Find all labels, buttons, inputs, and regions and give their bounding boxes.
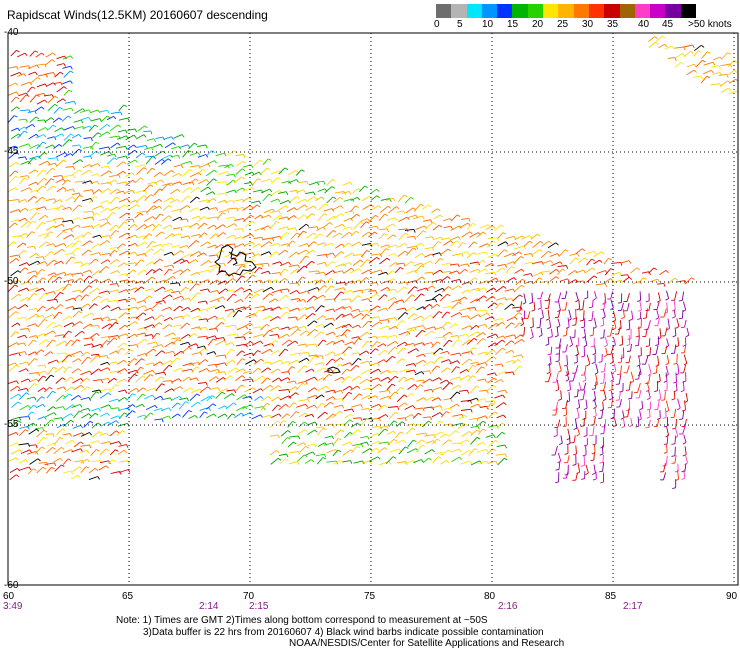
colorbar-label: 15 (507, 19, 519, 30)
colorbar-label: 10 (482, 19, 494, 30)
x-tick-label: 90 (726, 591, 738, 602)
note-line-2: 3)Data buffer is 22 hrs from 20160607 4)… (143, 627, 544, 638)
colorbar-swatch (619, 4, 635, 18)
map-title: Rapidscat Winds(12.5KM) 20160607 descend… (7, 8, 268, 22)
time-label: 2:14 (199, 601, 219, 612)
colorbar-swatch (436, 4, 452, 18)
colorbar-swatch (604, 4, 620, 18)
colorbar-swatch (665, 4, 681, 18)
x-tick-label: 70 (243, 591, 255, 602)
time-label: 2:16 (498, 601, 518, 612)
time-label: 2:17 (623, 601, 643, 612)
time-label: 3:49 (3, 601, 23, 612)
colorbar-label: 35 (607, 19, 619, 30)
colorbar-label: 5 (457, 19, 463, 30)
colorbar-label: 0 (434, 19, 440, 30)
colorbar-label: 45 (662, 19, 674, 30)
colorbar-label: 30 (582, 19, 594, 30)
colorbar-swatch (497, 4, 513, 18)
y-tick-label: -55 (4, 419, 19, 430)
colorbar-swatch (573, 4, 589, 18)
colorbar-swatch (650, 4, 666, 18)
y-tick-label: -50 (4, 276, 19, 287)
kerguelen-island (214, 244, 257, 277)
x-tick-label: 65 (122, 591, 134, 602)
wind-barbs (7, 35, 739, 490)
heard-island (327, 366, 341, 374)
colorbar-label: >50 knots (688, 19, 732, 30)
x-tick-label: 80 (484, 591, 496, 602)
colorbar-label: 40 (638, 19, 650, 30)
colorbar-swatch (481, 4, 498, 18)
y-tick-label: -60 (4, 580, 19, 591)
colorbar-swatch (680, 4, 697, 18)
colorbar-swatch (451, 4, 467, 18)
map-frame (7, 32, 739, 586)
colorbar-label: 25 (557, 19, 569, 30)
x-tick-label: 60 (3, 591, 15, 602)
colorbar-swatch (543, 4, 559, 18)
time-label: 2:15 (249, 601, 269, 612)
note-line-3: NOAA/NESDIS/Center for Satellite Applica… (289, 638, 565, 649)
colorbar-swatch (466, 4, 482, 18)
colorbar-label: 20 (532, 19, 544, 30)
x-tick-label: 75 (364, 591, 376, 602)
colorbar-swatch (512, 4, 528, 18)
colorbar-swatch (558, 4, 574, 18)
y-tick-label: -40 (4, 27, 19, 38)
colorbar-swatch (588, 4, 605, 18)
colorbar-swatch (634, 4, 651, 18)
colorbar-swatch (527, 4, 544, 18)
y-tick-label: -45 (4, 146, 19, 157)
wind-speed-colorbar (436, 4, 697, 18)
colorbar-labels: 0 5 10 15 20 25 30 35 40 45 >50 knots (434, 19, 736, 33)
note-line-1: Note: 1) Times are GMT 2)Times along bot… (116, 615, 488, 626)
x-tick-label: 85 (605, 591, 617, 602)
